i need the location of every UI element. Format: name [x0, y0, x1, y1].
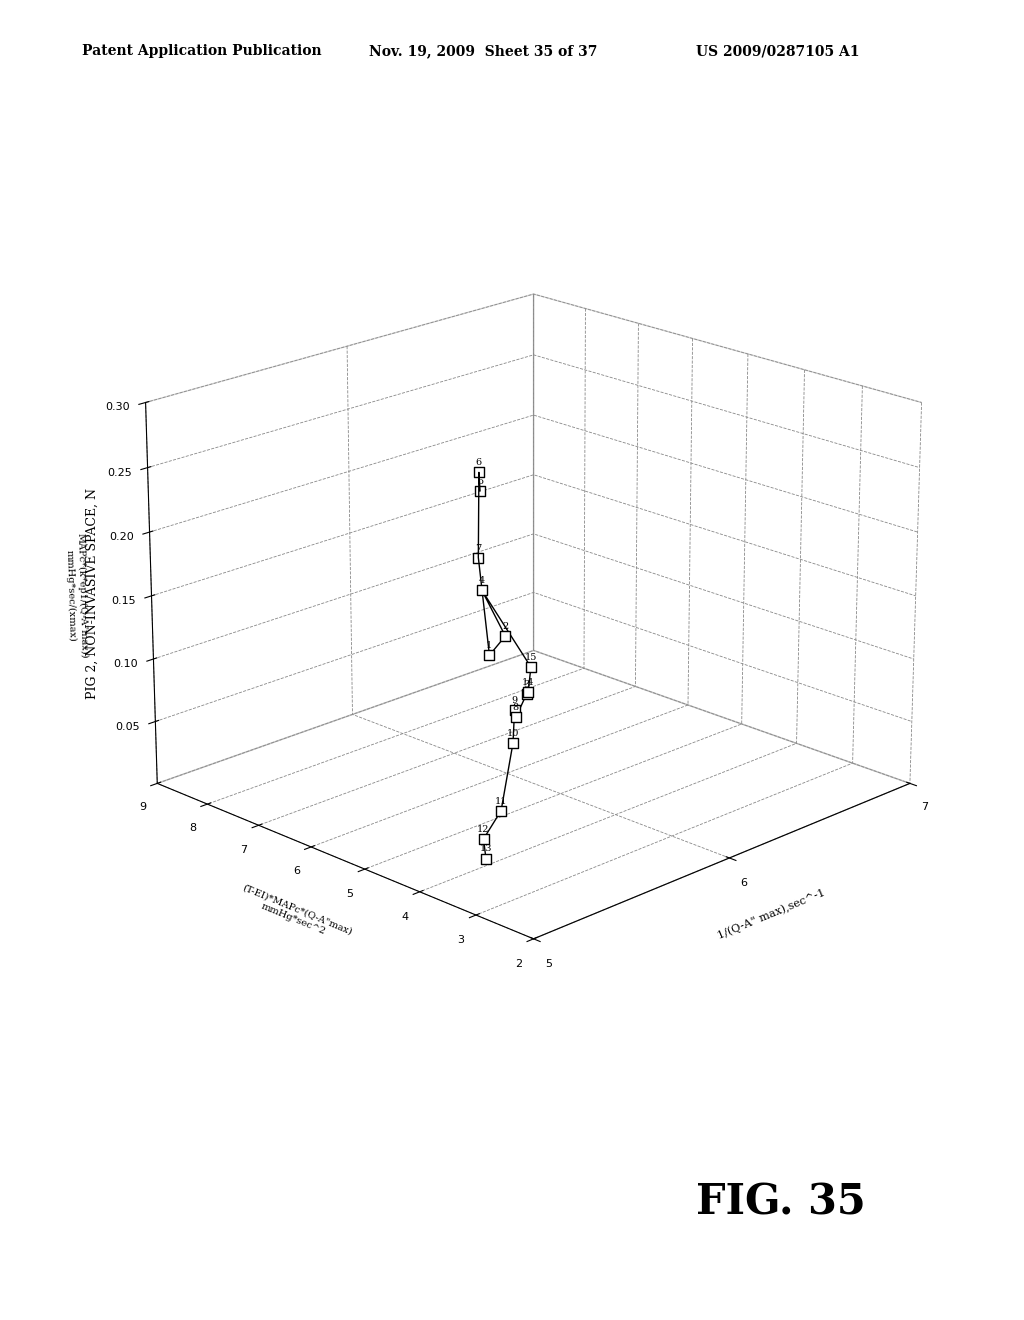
Text: PIG 2, NON-INVASIVE SPACE, N: PIG 2, NON-INVASIVE SPACE, N — [86, 488, 98, 700]
Text: Nov. 19, 2009  Sheet 35 of 37: Nov. 19, 2009 Sheet 35 of 37 — [369, 45, 597, 58]
Text: US 2009/0287105 A1: US 2009/0287105 A1 — [696, 45, 860, 58]
Y-axis label: (T-EI)*MAPc*(Q-A"max)
mmHg*sec^2: (T-EI)*MAPc*(Q-A"max) mmHg*sec^2 — [238, 883, 353, 946]
Text: Patent Application Publication: Patent Application Publication — [82, 45, 322, 58]
X-axis label: 1/(Q-A" max),sec^-1: 1/(Q-A" max),sec^-1 — [717, 887, 827, 941]
Text: FIG. 35: FIG. 35 — [696, 1181, 866, 1224]
